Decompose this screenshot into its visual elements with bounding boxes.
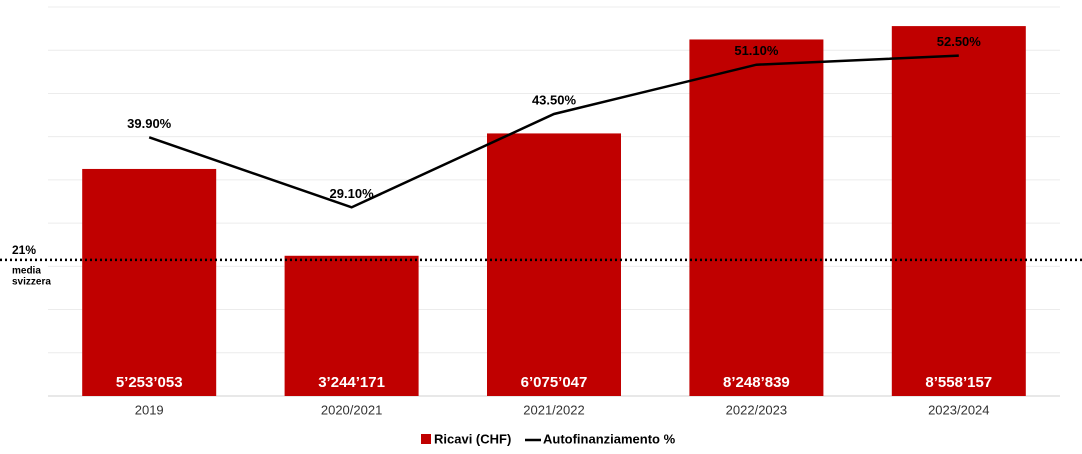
- bar-value-label: 8’248’839: [723, 374, 790, 391]
- x-tick-label: 2020/2021: [321, 402, 382, 417]
- bar-value-label: 8’558’157: [925, 374, 992, 391]
- legend-label: Autofinanziamento %: [543, 431, 676, 446]
- line: [148, 54, 959, 209]
- bar: [689, 39, 824, 396]
- bar-value-label: 6’075’047: [521, 374, 588, 391]
- bar: [284, 255, 419, 396]
- line-value-label: 29.10%: [330, 186, 375, 201]
- x-tick-label: 2019: [135, 402, 164, 417]
- legend-label: Ricavi (CHF): [434, 431, 511, 446]
- bar: [487, 133, 621, 396]
- x-tick-label: 2023/2024: [928, 402, 989, 417]
- bar-value-label: 5’253’053: [116, 374, 183, 391]
- line-value-label: 51.10%: [734, 43, 779, 58]
- bar: [82, 168, 217, 396]
- line-value-label: 52.50%: [937, 34, 982, 49]
- line-value-label: 39.90%: [127, 116, 172, 131]
- legend-swatch: [421, 434, 431, 444]
- bar-value-label: 3’244’171: [318, 374, 385, 391]
- x-tick-label: 2022/2023: [726, 402, 787, 417]
- reference-note: media: [12, 265, 41, 276]
- reference-label: 21%: [12, 243, 36, 257]
- reference-note: svizzera: [12, 276, 51, 287]
- bar: [891, 26, 1026, 396]
- x-tick-label: 2021/2022: [523, 402, 584, 417]
- line-value-label: 43.50%: [532, 92, 577, 107]
